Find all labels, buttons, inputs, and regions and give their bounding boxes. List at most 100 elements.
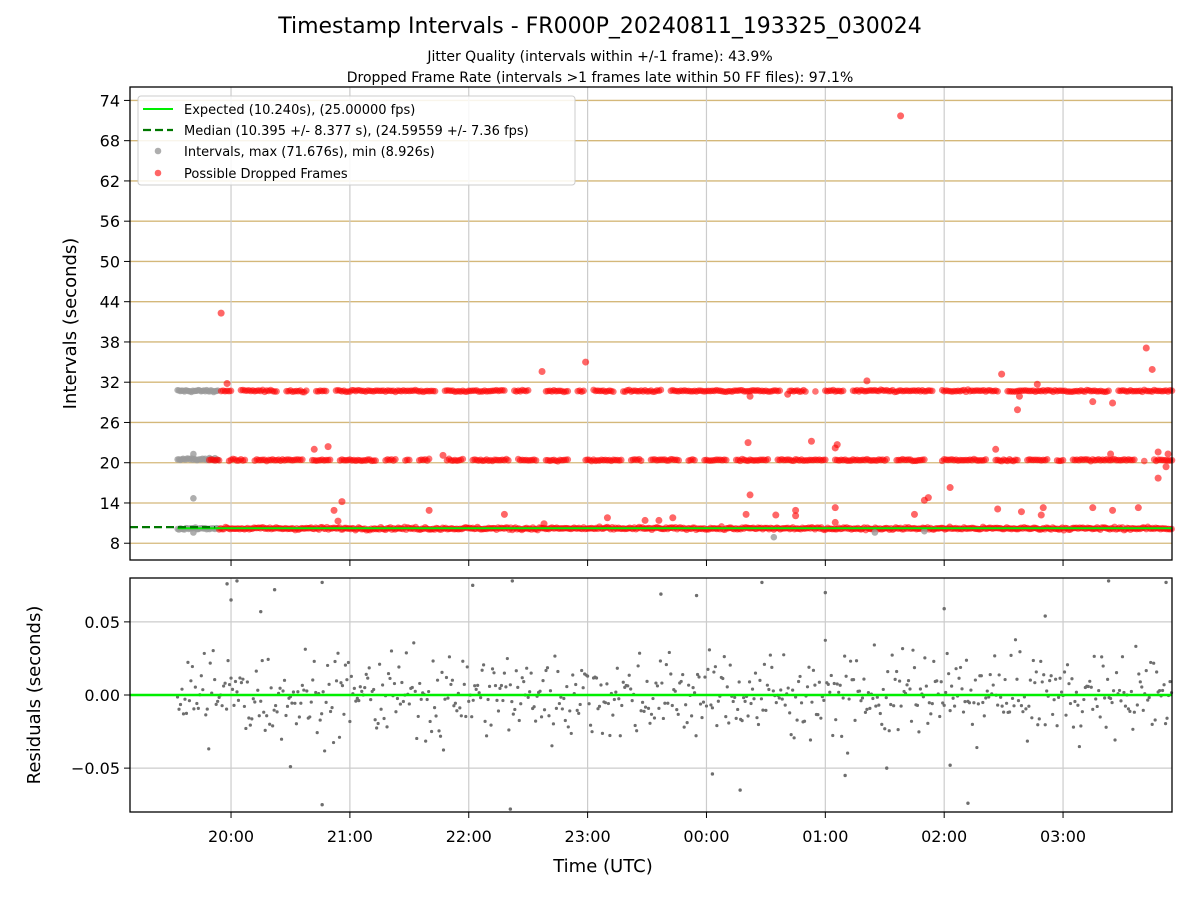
residual-point [407,702,411,706]
residual-point [964,658,969,662]
residual-point [742,696,746,700]
residual-point [846,751,850,755]
residual-point [256,688,260,692]
residual-point [957,676,961,680]
residual-point [511,712,515,716]
residual-point [966,801,970,805]
dropped-frame-point [326,456,334,464]
residual-point [954,667,958,671]
dropped-frame-point [994,388,1001,395]
residual-point [397,665,401,669]
residual-point [707,648,712,652]
residual-point [489,723,493,727]
residual-point [768,653,772,657]
residual-point [1123,704,1128,708]
residual-point [1021,710,1025,714]
residual-point [358,685,362,689]
residual-point [554,706,559,711]
residual-point [225,582,229,586]
residual-point [236,698,241,703]
residual-point [541,679,545,683]
dropped-frame-point [746,491,754,499]
residual-point [378,662,382,666]
residual-point [722,655,726,659]
residual-point [299,701,303,705]
residual-point [227,682,232,687]
residual-point [727,721,731,725]
residual-point [868,706,872,710]
residual-point [603,701,608,705]
residual-point [257,714,261,718]
residual-point [1064,713,1068,717]
residual-point [224,707,229,711]
residual-point [621,680,625,684]
residual-point [482,663,486,667]
residual-point [244,726,248,731]
residual-point [1146,698,1150,702]
residual-point [905,683,909,687]
residual-point [446,696,450,700]
residual-point [508,807,513,811]
residual-point [412,641,416,645]
residual-point [615,666,619,670]
residual-point [394,710,398,714]
residual-point [413,689,417,693]
dropped-frame-point [330,506,338,514]
residual-point [587,702,591,706]
dropped-frame-point [839,387,847,395]
residual-point [795,718,799,722]
residual-point [410,685,414,690]
residual-point [416,714,420,719]
residual-point [281,689,285,693]
residual-point [363,686,367,690]
dropped-frame-point [792,506,800,514]
dropped-frame-point [675,457,683,464]
residual-point [908,687,912,691]
residual-point [443,697,447,701]
residual-point [357,698,361,703]
residual-point [430,729,434,734]
residual-point [640,700,645,704]
residual-point [348,719,352,724]
dropped-frame-point [1039,504,1047,512]
residual-point [1152,661,1156,665]
residual-point [828,690,832,694]
residual-point [862,677,866,681]
residual-point [1042,673,1046,677]
residual-point [996,703,1000,707]
residual-point [991,683,995,687]
residual-point [1162,683,1166,687]
top-ytick-label: 38 [100,333,120,352]
residual-point [553,654,557,658]
residual-point [1030,716,1034,720]
bottom-xtick-label: 03:00 [1040,827,1086,846]
residual-point [659,592,663,596]
residual-point [477,691,481,695]
residual-point [798,674,802,679]
residual-point [614,690,618,694]
residual-point [284,713,288,718]
residual-point [1040,680,1044,684]
dropped-frame-point [822,456,829,464]
residual-point [324,700,328,704]
residual-point [458,706,462,710]
residual-point [1074,690,1079,694]
residual-point [588,723,593,727]
residual-point [728,663,732,667]
residual-point [1043,723,1047,727]
legend-entry-1: Expected (10.240s), (25.00000 fps) [184,103,415,118]
chart-subtitle-jitter: Jitter Quality (intervals within +/-1 fr… [427,49,773,65]
residual-point [655,684,660,688]
residual-point [734,716,738,720]
dropped-frame-point [1017,508,1025,516]
residual-point [822,698,826,703]
top-ytick-label: 74 [100,91,120,110]
dropped-frame-point [338,498,346,506]
residual-point [642,709,646,713]
residual-point [710,772,715,776]
residual-point [375,726,379,730]
residual-point [874,704,878,708]
residual-point [679,679,683,684]
residual-point [1077,744,1081,749]
residual-point [1160,688,1165,693]
